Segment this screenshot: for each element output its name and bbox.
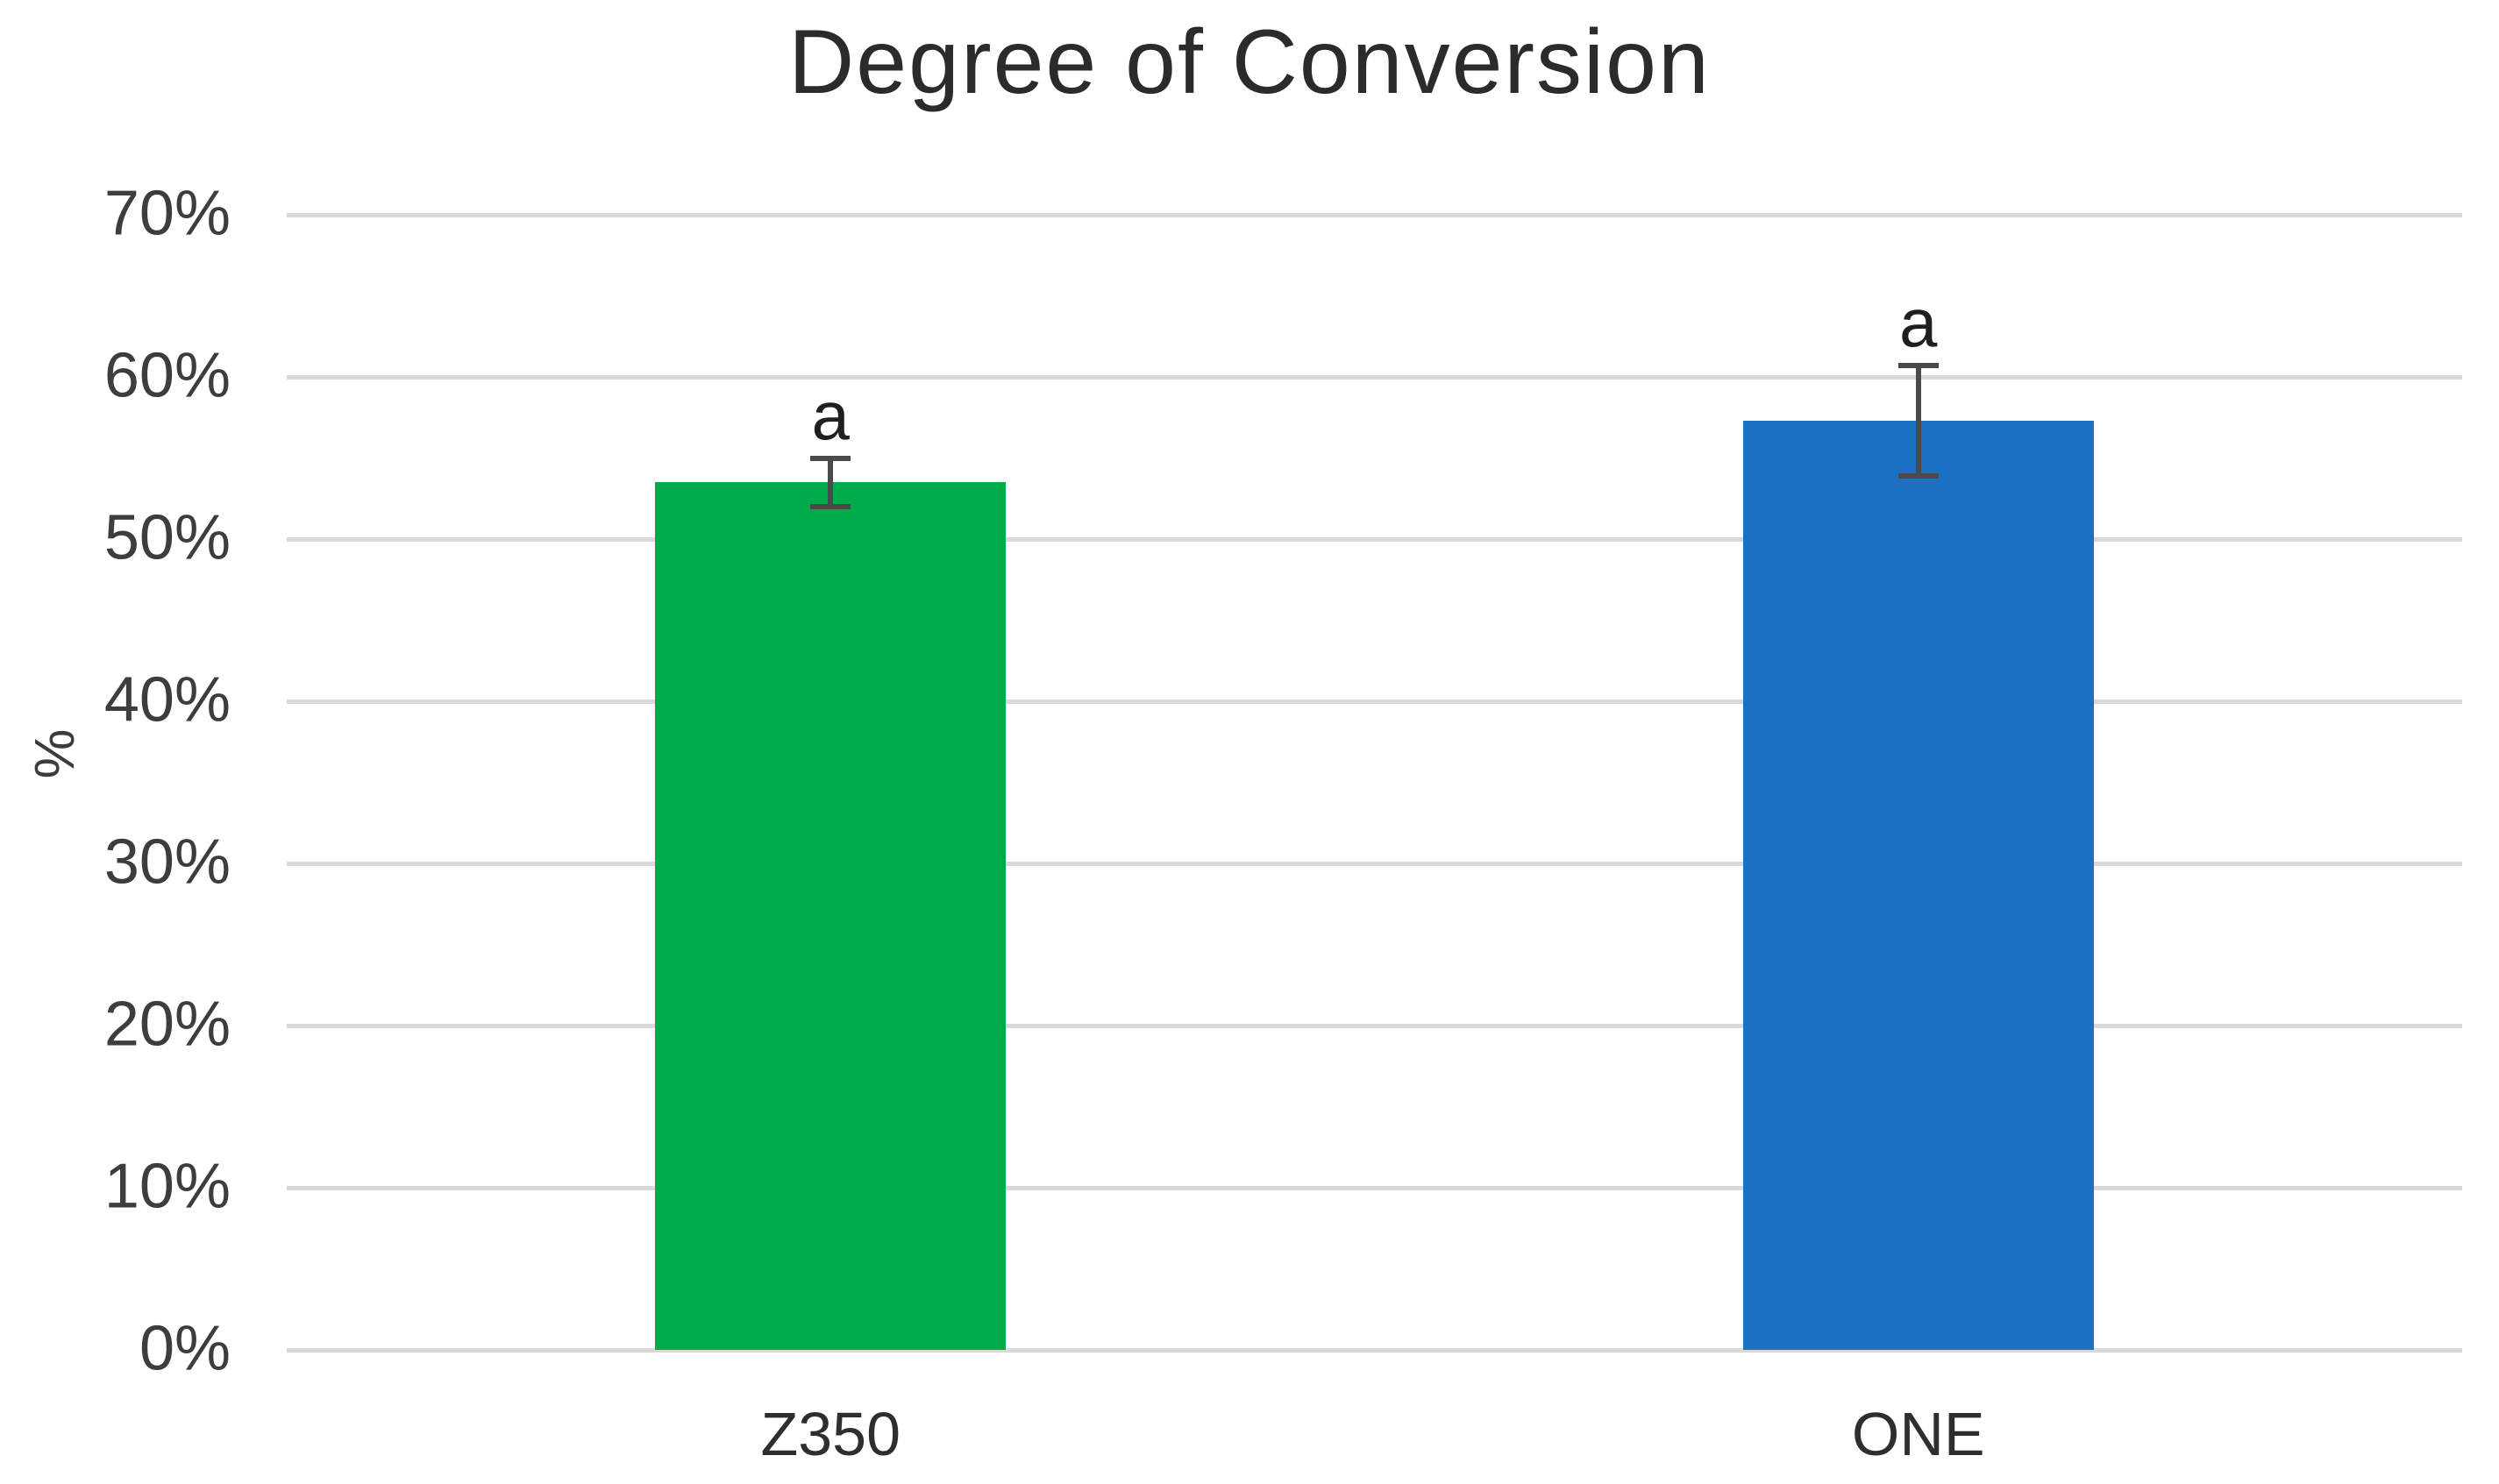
gridline bbox=[287, 213, 2462, 217]
chart-title: Degree of Conversion bbox=[788, 11, 1711, 113]
error-bar-cap-bottom bbox=[1897, 472, 1939, 479]
gridline bbox=[287, 1024, 2462, 1028]
gridline bbox=[287, 699, 2462, 704]
y-axis-tick-label: 60% bbox=[103, 340, 231, 411]
bar-z350 bbox=[655, 482, 1007, 1350]
significance-letter: a bbox=[1899, 284, 1938, 362]
x-axis-category-label: ONE bbox=[1851, 1400, 1985, 1468]
y-axis-tick-label: 30% bbox=[103, 827, 231, 898]
x-axis-category-label: Z350 bbox=[760, 1400, 901, 1468]
gridline bbox=[287, 1186, 2462, 1190]
error-bar-cap-top bbox=[1897, 363, 1939, 369]
bar-one bbox=[1742, 420, 2094, 1350]
y-axis-tick-label: 20% bbox=[103, 989, 231, 1060]
error-bar-cap-top bbox=[810, 455, 851, 461]
y-axis-tick-label: 50% bbox=[103, 502, 231, 573]
gridline bbox=[287, 375, 2462, 380]
significance-letter: a bbox=[811, 376, 850, 454]
error-bar-cap-bottom bbox=[810, 504, 851, 509]
gridline bbox=[287, 862, 2462, 866]
gridline bbox=[287, 1348, 2462, 1353]
gridline bbox=[287, 537, 2462, 542]
error-bar-line bbox=[828, 458, 834, 507]
y-axis-tick-label: 0% bbox=[139, 1313, 231, 1384]
y-axis-tick-label: 70% bbox=[103, 178, 231, 249]
y-axis-tick-label: 10% bbox=[103, 1151, 231, 1222]
y-axis-title: % bbox=[23, 728, 86, 779]
y-axis-tick-label: 40% bbox=[103, 664, 231, 735]
error-bar-line bbox=[1915, 366, 1921, 476]
